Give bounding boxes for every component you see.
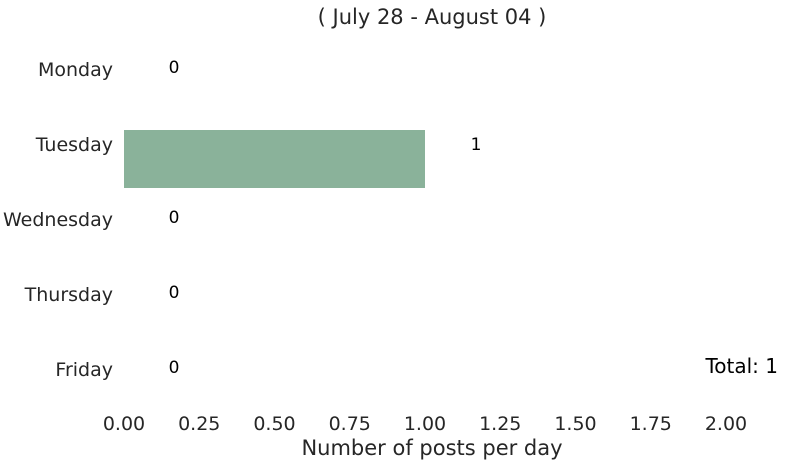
bars-layer (124, 130, 425, 188)
data-label-friday: 0 (169, 358, 180, 378)
chart-title: ( July 28 - August 04 ) (318, 5, 547, 29)
x-tick-label: 2.00 (705, 413, 747, 435)
category-label-tuesday: Tuesday (35, 134, 113, 156)
category-label-monday: Monday (38, 59, 113, 81)
data-label-thursday: 0 (169, 283, 180, 303)
data-label-tuesday: 1 (471, 135, 482, 155)
x-tick-label: 1.25 (479, 413, 521, 435)
category-labels: Monday Tuesday Wednesday Thursday Friday (3, 59, 113, 381)
data-label-wednesday: 0 (169, 208, 180, 228)
data-labels: 0 1 0 0 0 (169, 58, 482, 378)
category-label-wednesday: Wednesday (3, 209, 113, 231)
x-tick-label: 0.75 (329, 413, 371, 435)
x-tick-label: 0.50 (253, 413, 295, 435)
x-tick-label: 1.75 (630, 413, 672, 435)
x-tick-label: 0.25 (178, 413, 220, 435)
x-axis-label: Number of posts per day (301, 436, 562, 460)
total-annotation: Total: 1 (704, 354, 778, 378)
category-label-friday: Friday (55, 359, 113, 381)
x-tick-label: 0.00 (103, 413, 145, 435)
x-tick-label: 1.50 (554, 413, 596, 435)
category-label-thursday: Thursday (24, 284, 113, 306)
data-label-monday: 0 (169, 58, 180, 78)
x-tick-labels: 0.00 0.25 0.50 0.75 1.00 1.25 1.50 1.75 2.00 (103, 413, 747, 435)
x-tick-label: 1.00 (404, 413, 446, 435)
bar-tuesday (124, 130, 425, 188)
